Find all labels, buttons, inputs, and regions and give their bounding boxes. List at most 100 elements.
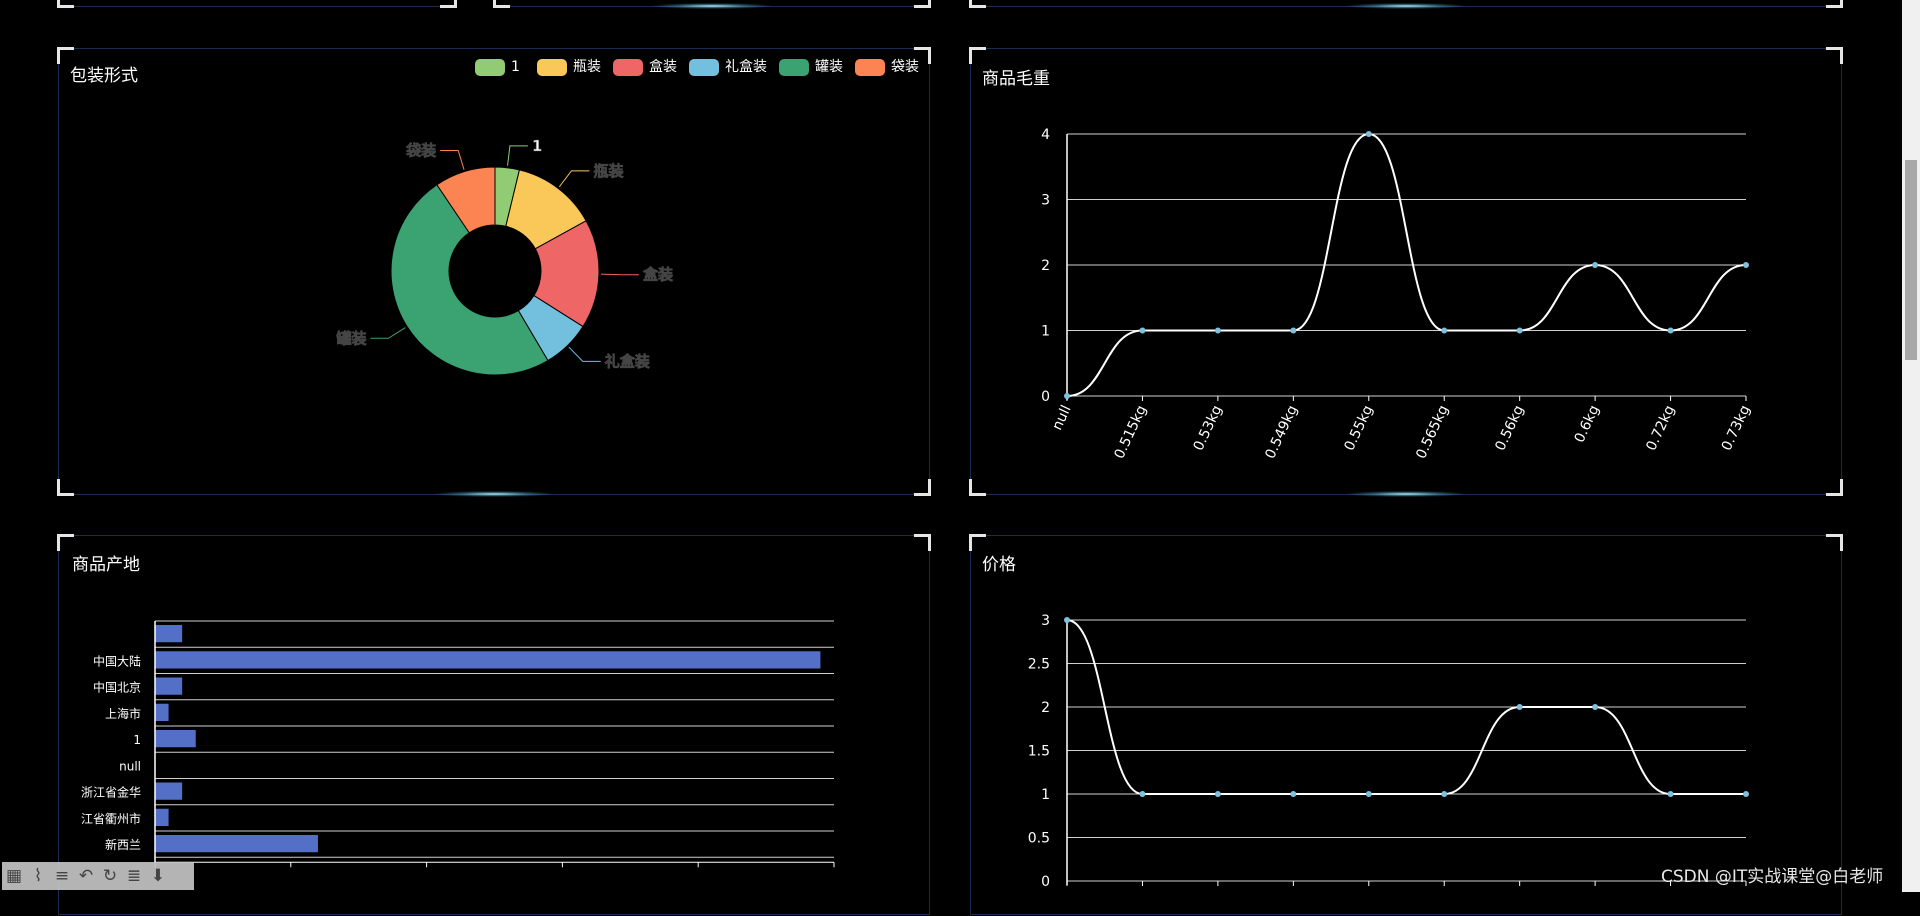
y-tick-label: 2.5 [1028, 657, 1050, 673]
panel-glow [1346, 3, 1466, 9]
panel-corner [57, 534, 74, 551]
y-tick-label: 2 [1041, 700, 1050, 716]
panel-corner [1826, 479, 1843, 496]
bar-2 [155, 677, 183, 695]
pie-label-line [440, 149, 465, 170]
packaging-panel: 包装形式 1 瓶装 盒装 礼盒装 罐装 袋装 袋装 罐装 礼盒装 盒装 瓶装 1 [57, 47, 931, 497]
bar-4 [155, 730, 196, 748]
legend-swatch [475, 59, 505, 76]
x-tick-label: 0.6kg [1572, 403, 1603, 445]
bar-1 [155, 651, 821, 669]
save-icon[interactable]: ⬇ [150, 866, 166, 886]
data-point [1667, 791, 1674, 797]
refresh-icon[interactable]: ↻ [102, 866, 118, 886]
panel-corner [493, 0, 510, 8]
data-point [1139, 791, 1146, 797]
undo-icon[interactable]: ↶ [78, 866, 94, 886]
y-tick-label: 3 [1041, 193, 1050, 209]
price-chart-title: 价格 [982, 555, 1016, 575]
bar-8 [155, 835, 318, 853]
y-tick-label: 4 [1041, 127, 1050, 143]
panel-corner [57, 0, 74, 8]
y-tick-label: 3 [1041, 613, 1050, 629]
pie-label-line [600, 273, 639, 276]
stack-icon[interactable]: ≣ [126, 866, 142, 886]
price-panel: 价格 0 0.5 1 1.5 2 2.5 3 [969, 534, 1843, 916]
bar-chart-icon[interactable]: ≡ [54, 866, 70, 886]
bar-6 [155, 782, 183, 800]
data-point [1064, 617, 1070, 623]
top-panel-left-remnant [57, 0, 457, 8]
data-point [1214, 327, 1221, 334]
bar-7 [155, 808, 169, 826]
packaging-chart-title: 包装形式 [70, 66, 138, 86]
y-tick-label: 0 [1041, 389, 1050, 405]
gross-weight-line-chart[interactable]: 0 1 2 3 4 null 0.515kg 0.53kg 0.549kg 0.55kg 0.565… [971, 49, 1843, 496]
data-point [1441, 327, 1448, 334]
vertical-scrollbar[interactable] [1902, 0, 1920, 892]
y-tick-label: 1 [1041, 787, 1050, 803]
pie-label-line [370, 327, 406, 339]
pie-slice-label: 罐装 [335, 329, 367, 347]
bar-0 [155, 625, 183, 643]
data-point [1592, 704, 1599, 710]
x-tick-label: 0.73kg [1719, 403, 1754, 453]
x-tick-label: 0.56kg [1492, 403, 1527, 453]
top-panel-middle-remnant [493, 0, 931, 9]
panel-corner [1826, 47, 1843, 64]
panel-corner [57, 479, 74, 496]
origin-chart-title: 商品产地 [72, 555, 140, 575]
legend-label: 1 [511, 59, 520, 75]
y-category-label: 上海市 [105, 706, 141, 721]
top-panel-right-remnant [969, 0, 1843, 9]
pie-slice-label: 瓶装 [593, 162, 624, 180]
panel-corner [969, 534, 986, 551]
pie-slice-罐装 [390, 184, 549, 376]
panel-glow [1346, 491, 1466, 497]
data-point [1516, 704, 1523, 710]
y-tick-label: 0 [1041, 874, 1050, 890]
pie-slice-label: 盒装 [642, 266, 674, 284]
legend-label: 礼盒装 [725, 58, 767, 75]
data-point [1214, 791, 1221, 797]
pie-slice-盒装 [533, 220, 600, 328]
x-tick-label: 0.53kg [1191, 403, 1226, 453]
table-icon[interactable]: ▦ [5, 866, 23, 886]
x-tick-label: 0.55kg [1342, 403, 1377, 453]
pie-slice-袋装 [436, 166, 496, 234]
legend-swatch [689, 59, 719, 76]
scrollbar-thumb[interactable] [1905, 160, 1917, 360]
y-category-label: 新西兰 [105, 837, 141, 852]
x-tick-label: 0.549kg [1262, 403, 1301, 461]
gross-weight-panel: 商品毛重 0 1 2 3 4 null 0.515kg 0.53kg 0.549kg 0.55kg… [969, 47, 1843, 497]
panel-corner [914, 0, 931, 8]
pie-label-line [558, 170, 590, 188]
price-line-chart[interactable]: 0 0.5 1 1.5 2 2.5 3 [971, 536, 1843, 916]
y-tick-label: 1.5 [1028, 744, 1050, 760]
y-tick-label: 1 [1041, 324, 1050, 340]
pie-slice-label: 礼盒装 [605, 352, 651, 370]
data-point [1592, 262, 1599, 268]
y-category-label: null [119, 759, 141, 773]
pie-slice-label: 袋装 [405, 141, 437, 159]
y-category-label: 江省衢州市 [81, 811, 141, 826]
panel-glow [652, 3, 772, 9]
legend-swatch [537, 59, 567, 76]
panel-corner [914, 534, 931, 551]
y-category-label: 1 [133, 733, 141, 747]
data-point [1743, 791, 1749, 797]
panel-corner [57, 47, 74, 64]
panel-corner [969, 479, 986, 496]
pie-label-line [568, 346, 601, 362]
legend-swatch [779, 59, 809, 76]
data-point [1441, 791, 1448, 797]
panel-corner [914, 47, 931, 64]
panel-corner [440, 0, 457, 8]
panel-corner [1826, 534, 1843, 551]
panel-corner [914, 479, 931, 496]
data-point [1365, 131, 1372, 137]
line-chart-icon[interactable]: ⌇ [33, 866, 43, 886]
y-tick-label: 2 [1041, 258, 1050, 274]
